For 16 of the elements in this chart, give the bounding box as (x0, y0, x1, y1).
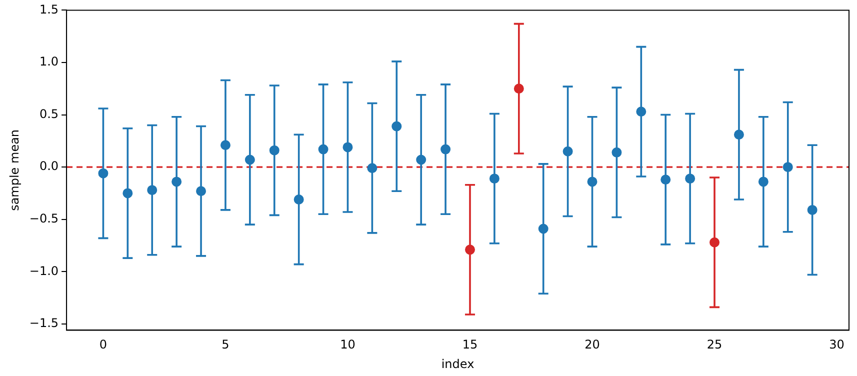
x-tick-label: 30 (829, 338, 844, 352)
x-tick-label: 20 (584, 338, 600, 352)
x-tick-label: 10 (340, 338, 356, 352)
y-tick-label: 1.0 (39, 54, 59, 69)
x-tick-label: 5 (222, 338, 230, 352)
x-axis-title: index (441, 356, 474, 371)
y-tick-label: 0.0 (39, 159, 59, 174)
y-tick-label: −1.5 (29, 316, 59, 330)
y-axis-title: sample mean (7, 129, 22, 211)
x-tick-label: 15 (462, 338, 478, 352)
y-tick-label: −0.5 (29, 211, 59, 226)
y-tick-label: 1.5 (39, 2, 59, 16)
x-tick-label: 0 (99, 338, 108, 352)
y-tick-label: 0.5 (39, 106, 59, 121)
x-tick-label: 25 (706, 338, 722, 352)
y-tick-label: −1.0 (29, 264, 59, 278)
